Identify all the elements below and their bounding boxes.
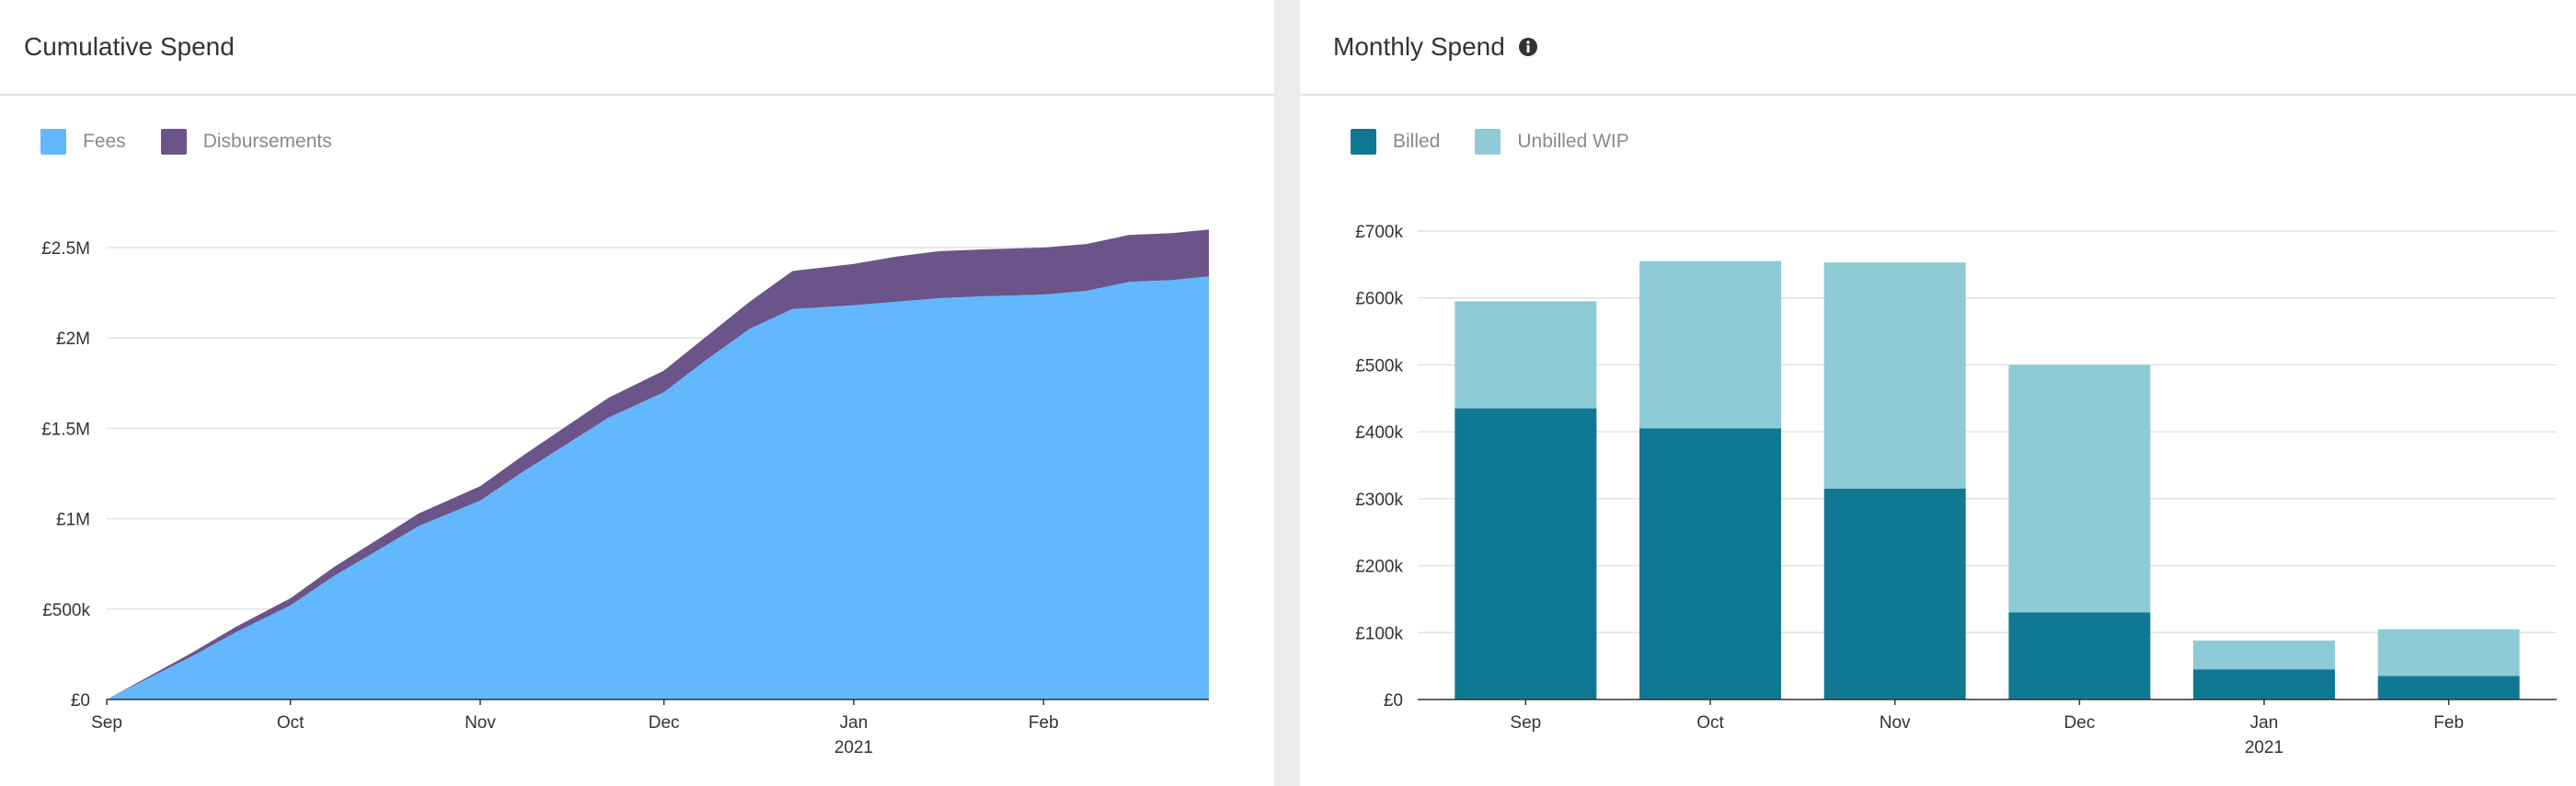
x-tick-label: Nov (1880, 713, 1911, 733)
x-tick-label: Dec (2064, 713, 2095, 733)
monthly-legend: Billed Unbilled WIP (1351, 129, 1664, 155)
bar-billed (1823, 488, 1966, 699)
bar-unbilled-wip (2193, 641, 2335, 670)
y-tick-label: £2M (56, 329, 90, 349)
monthly-spend-title: Monthly Spend (1333, 32, 1505, 61)
legend-swatch-fees (40, 129, 66, 155)
x-tick-label: Feb (2433, 713, 2464, 733)
bar-billed (1639, 428, 1781, 699)
bar-unbilled-wip (2377, 629, 2520, 676)
info-icon[interactable] (1518, 37, 1538, 57)
legend-label-disbursements: Disbursements (202, 131, 332, 152)
x-tick-label: Nov (465, 713, 496, 733)
legend-swatch-disbursements (160, 129, 187, 155)
monthly-bar-chart: £0 £100k £200k £300k £400k £500k £600k £700k Sep… (1355, 223, 2557, 757)
y-tick-label: £0 (71, 691, 90, 711)
bar-unbilled-wip (1455, 301, 1597, 409)
x-tick-label: Oct (277, 713, 305, 733)
legend-label-fees: Fees (83, 131, 126, 152)
legend-item-unbilled-wip[interactable]: Unbilled WIP (1475, 129, 1629, 155)
y-tick-label: £200k (1355, 558, 1403, 577)
x-tick-label: Feb (1029, 713, 1059, 733)
y-tick-label: £100k (1355, 624, 1403, 643)
y-tick-label: £700k (1355, 223, 1403, 242)
legend-item-disbursements[interactable]: Disbursements (160, 129, 332, 155)
x-tick-label: Oct (1696, 713, 1724, 733)
y-tick-label: £500k (1355, 356, 1403, 376)
x-tick-label: Jan (2250, 713, 2279, 733)
cumulative-spend-panel: Cumulative Spend Fees Disbursements £0 £5… (0, 0, 1274, 786)
cumulative-area-chart: £0 £500k £1M £1.5M £2M £2.5M Sep Oct Nov Dec Jan Fe… (41, 229, 1209, 757)
bar-unbilled-wip (2008, 364, 2151, 613)
bar-billed (1455, 408, 1597, 699)
legend-label-billed: Billed (1393, 131, 1441, 152)
x-tick-label: Jan (840, 713, 868, 733)
y-tick-label: £300k (1355, 491, 1403, 510)
cumulative-spend-header: Cumulative Spend (0, 0, 1274, 96)
x-year-label: 2021 (2245, 738, 2283, 757)
x-tick-label: Dec (649, 713, 680, 733)
x-year-label: 2021 (834, 738, 873, 757)
y-tick-label: £2.5M (41, 239, 90, 259)
legend-item-fees[interactable]: Fees (40, 129, 126, 155)
legend-swatch-unbilled-wip (1475, 129, 1501, 155)
area-series-disbursements (107, 229, 1209, 699)
y-tick-label: £400k (1355, 423, 1403, 443)
y-tick-label: £600k (1355, 290, 1403, 309)
x-tick-label: Sep (91, 713, 122, 733)
bar-billed (2193, 669, 2335, 699)
y-tick-label: £1M (56, 511, 90, 530)
monthly-spend-header: Monthly Spend (1300, 0, 2576, 96)
cumulative-legend: Fees Disbursements (40, 129, 367, 155)
x-tick-label: Sep (1510, 713, 1541, 733)
area-series-fees (107, 276, 1209, 699)
legend-item-billed[interactable]: Billed (1351, 129, 1440, 155)
bar-billed (2377, 676, 2520, 699)
bar-unbilled-wip (1823, 262, 1966, 489)
legend-swatch-billed (1351, 129, 1376, 155)
legend-label-unbilled-wip: Unbilled WIP (1517, 131, 1629, 152)
monthly-spend-panel: Monthly Spend Billed Unbilled WIP £0 £100… (1300, 0, 2576, 786)
y-tick-label: £1.5M (41, 420, 90, 439)
y-tick-label: £0 (1384, 691, 1403, 711)
y-tick-label: £500k (42, 601, 90, 620)
bar-billed (2008, 612, 2151, 699)
cumulative-spend-title: Cumulative Spend (24, 32, 235, 61)
bar-unbilled-wip (1639, 260, 1781, 429)
